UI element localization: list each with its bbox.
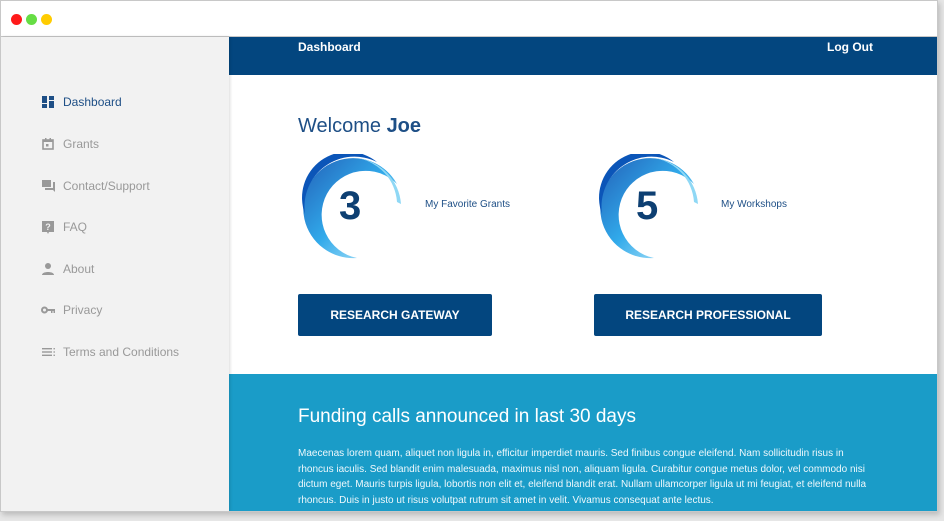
help-icon: ? [41,220,55,234]
sidebar-item-privacy[interactable]: Privacy [41,303,102,317]
sidebar-item-label: Dashboard [63,95,122,109]
sidebar-item-label: Contact/Support [63,179,150,193]
sidebar-item-label: FAQ [63,220,88,234]
sidebar-item-label: Privacy [63,303,103,317]
favorite-grants-count: 3 [339,184,362,228]
workshops-label[interactable]: My Workshops [721,199,787,210]
sidebar-item-about[interactable]: About [41,262,94,276]
list-icon [41,345,55,359]
sidebar-item-label: Terms and Conditions [63,345,180,359]
chat-icon [41,179,55,193]
close-window-button[interactable] [11,14,22,25]
sidebar-item-contact-support[interactable]: Contact/Support [41,179,150,193]
favorite-grants-ring [302,154,401,259]
sidebar-item-grants[interactable]: Grants [41,137,99,151]
key-icon [41,303,55,317]
workshops-count: 5 [636,184,659,228]
funding-title: Funding calls announced in last 30 days [298,406,637,427]
logout-link[interactable]: Log Out [827,40,873,54]
sidebar-item-terms[interactable]: Terms and Conditions [41,345,179,359]
research-gateway-button[interactable]: RESEARCH GATEWAY [298,294,492,336]
title-bar [1,1,937,37]
user-name: Joe [386,115,422,137]
header-title[interactable]: Dashboard [298,40,361,54]
maximize-window-button[interactable] [26,14,37,25]
top-header: Dashboard Log Out [229,37,937,75]
workshops-ring [599,154,698,259]
svg-text:?: ? [45,222,51,232]
favorite-grants-label[interactable]: My Favorite Grants [425,199,511,210]
calendar-icon [41,137,55,151]
funding-body: Maecenas lorem quam, aliquet non ligula … [298,448,867,506]
sidebar: Dashboard Grants Contact/Support ? FAQ A… [1,37,229,511]
research-professional-button[interactable]: RESEARCH PROFESSIONAL [594,294,822,336]
person-icon [41,262,55,276]
sidebar-item-faq[interactable]: ? FAQ [41,220,87,234]
dashboard-icon [41,95,55,109]
welcome-prefix: Welcome [298,115,381,137]
sidebar-item-label: Grants [63,137,100,151]
app-window: Dashboard Grants Contact/Support ? FAQ A… [0,0,938,512]
sidebar-item-dashboard[interactable]: Dashboard [41,95,122,109]
minimize-window-button[interactable] [41,14,52,25]
funding-section: Funding calls announced in last 30 days … [229,374,937,511]
welcome-heading: Welcome Joe [298,115,421,138]
sidebar-item-label: About [63,262,95,276]
